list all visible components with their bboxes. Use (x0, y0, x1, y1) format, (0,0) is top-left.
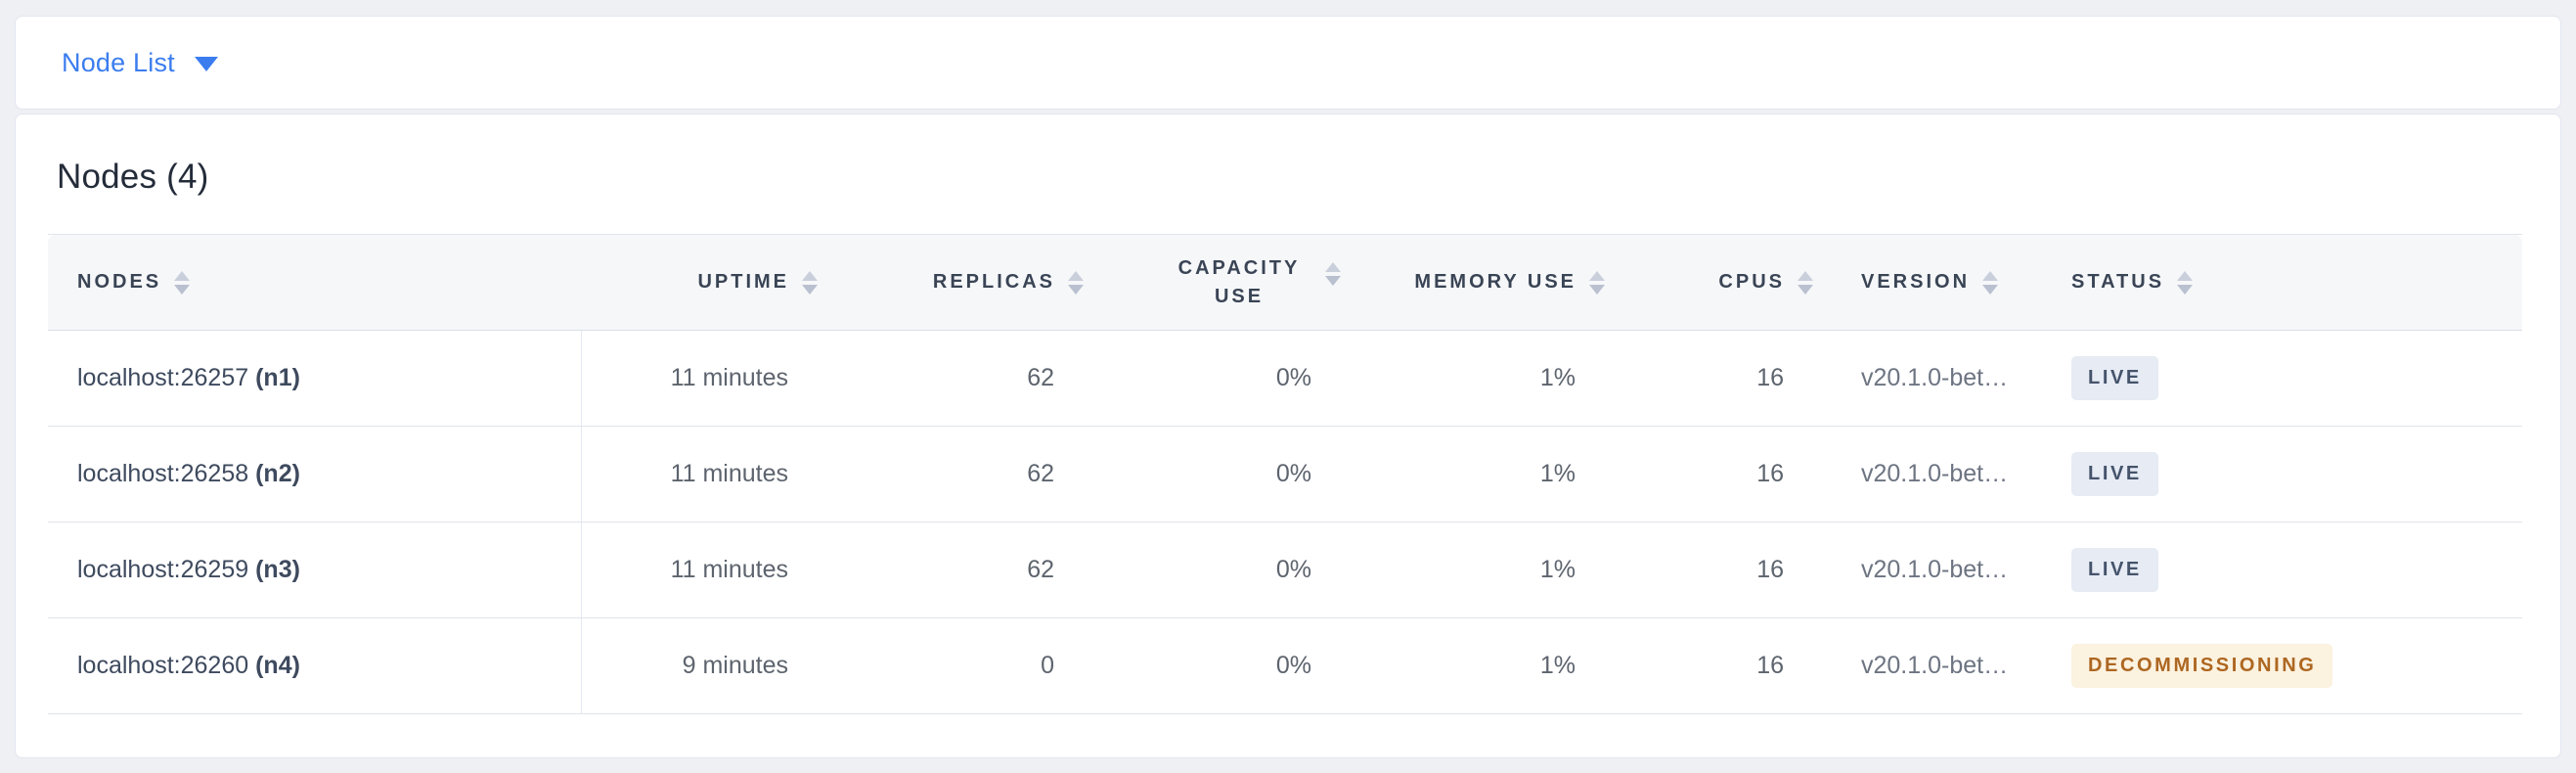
uptime-cell: 9 minutes (581, 617, 823, 714)
node-address: localhost:26259 (77, 556, 249, 583)
column-header-capacity-use[interactable]: CAPACITY USE (1089, 234, 1347, 331)
memory-use-cell: 1% (1347, 330, 1611, 427)
nodes-card: Nodes (4) NODES UPTIME (15, 114, 2561, 758)
sort-icon[interactable] (2177, 270, 2194, 295)
capacity-use-cell: 0% (1089, 426, 1347, 523)
column-header-uptime[interactable]: UPTIME (581, 234, 823, 331)
column-header-cpus[interactable]: CPUS (1611, 234, 1819, 331)
sort-icon[interactable] (1982, 270, 1999, 295)
table-row[interactable]: localhost:26260 (n4) 9 minutes 0 0% 1% 1… (48, 617, 2522, 714)
cpus-cell: 16 (1611, 426, 1819, 523)
node-address-cell[interactable]: localhost:26258 (n2) (48, 426, 582, 523)
uptime-cell: 11 minutes (581, 426, 823, 523)
node-address-cell[interactable]: localhost:26260 (n4) (48, 617, 582, 714)
column-header-status[interactable]: STATUS (2060, 234, 2522, 331)
memory-use-cell: 1% (1347, 426, 1611, 523)
memory-use-cell: 1% (1347, 617, 1611, 714)
column-header-memory-use[interactable]: MEMORY USE (1347, 234, 1611, 331)
status-cell: LIVE (2060, 522, 2522, 618)
replicas-cell: 62 (823, 330, 1089, 427)
version-cell: v20.1.0-bet… (1819, 522, 2060, 618)
node-id: (n4) (255, 652, 300, 679)
sort-icon[interactable] (1068, 270, 1084, 295)
node-id: (n2) (255, 460, 300, 487)
version-cell: v20.1.0-bet… (1819, 426, 2060, 523)
node-id: (n1) (255, 364, 300, 391)
node-address: localhost:26260 (77, 652, 249, 679)
caret-down-icon (194, 57, 218, 71)
replicas-cell: 62 (823, 426, 1089, 523)
column-header-version[interactable]: VERSION (1819, 234, 2060, 331)
sort-icon[interactable] (174, 270, 191, 295)
cpus-cell: 16 (1611, 522, 1819, 618)
node-address: localhost:26257 (77, 364, 249, 391)
table-header-row: NODES UPTIME REPLICAS (48, 234, 2522, 331)
status-badge: LIVE (2071, 356, 2158, 400)
node-list-dropdown[interactable]: Node List (62, 48, 218, 78)
capacity-use-cell: 0% (1089, 330, 1347, 427)
status-badge: LIVE (2071, 452, 2158, 496)
status-badge: DECOMMISSIONING (2071, 644, 2333, 688)
uptime-cell: 11 minutes (581, 330, 823, 427)
page-title: Nodes (4) (57, 158, 209, 196)
sort-icon[interactable] (1798, 270, 1813, 295)
status-badge: LIVE (2071, 548, 2158, 592)
replicas-cell: 62 (823, 522, 1089, 618)
sort-icon[interactable] (1325, 261, 1341, 286)
column-header-replicas[interactable]: REPLICAS (823, 234, 1089, 331)
version-cell: v20.1.0-bet… (1819, 617, 2060, 714)
memory-use-cell: 1% (1347, 522, 1611, 618)
node-address: localhost:26258 (77, 460, 249, 487)
sort-icon[interactable] (1589, 270, 1605, 295)
table-row[interactable]: localhost:26258 (n2) 11 minutes 62 0% 1%… (48, 426, 2522, 523)
nodes-table: NODES UPTIME REPLICAS (48, 234, 2522, 714)
capacity-use-cell: 0% (1089, 522, 1347, 618)
node-address-cell[interactable]: localhost:26259 (n3) (48, 522, 582, 618)
node-id: (n3) (255, 556, 300, 583)
uptime-cell: 11 minutes (581, 522, 823, 618)
cpus-cell: 16 (1611, 330, 1819, 427)
status-cell: DECOMMISSIONING (2060, 617, 2522, 714)
node-address-cell[interactable]: localhost:26257 (n1) (48, 330, 582, 427)
view-switcher-bar: Node List (15, 16, 2561, 110)
replicas-cell: 0 (823, 617, 1089, 714)
status-cell: LIVE (2060, 426, 2522, 523)
node-list-dropdown-label: Node List (62, 47, 175, 77)
cpus-cell: 16 (1611, 617, 1819, 714)
table-row[interactable]: localhost:26257 (n1) 11 minutes 62 0% 1%… (48, 330, 2522, 427)
status-cell: LIVE (2060, 330, 2522, 427)
capacity-use-cell: 0% (1089, 617, 1347, 714)
table-row[interactable]: localhost:26259 (n3) 11 minutes 62 0% 1%… (48, 522, 2522, 618)
version-cell: v20.1.0-bet… (1819, 330, 2060, 427)
sort-icon[interactable] (802, 270, 818, 295)
column-header-nodes[interactable]: NODES (48, 234, 581, 331)
